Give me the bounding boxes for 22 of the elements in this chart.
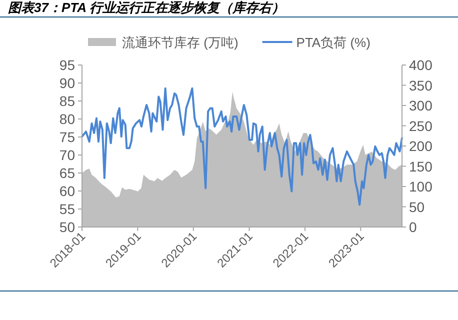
y2-tick-label: 200 [409,138,433,154]
y2-tick-label: 100 [409,178,433,194]
y-tick-label: 85 [59,93,76,109]
y2-tick-label: 250 [409,118,433,134]
y2-tick-label: 400 [409,57,433,73]
y2-tick-label: 350 [409,77,433,94]
y-tick-label: 60 [59,183,76,199]
y2-tick-label: 300 [409,98,433,114]
y2-tick-label: 50 [409,198,425,215]
y2-tick-label: 150 [409,158,433,174]
y-tick-label: 55 [59,201,76,217]
title: 图表37：PTA 行业运行正在逐步恢复（库存右） [8,0,285,15]
y-tick-label: 65 [59,165,76,181]
legend-label: 流通环节库存 (万吨) [122,35,238,50]
y-tick-label: 95 [59,57,76,73]
y-tick-label: 80 [59,111,76,127]
y-tick-label: 50 [59,219,76,235]
y-tick-label: 75 [59,129,76,145]
y2-tick-label: 0 [409,219,417,235]
y-tick-label: 70 [59,147,76,163]
y-tick-label: 90 [59,75,76,91]
legend-label: PTA负荷 (%) [296,35,370,50]
